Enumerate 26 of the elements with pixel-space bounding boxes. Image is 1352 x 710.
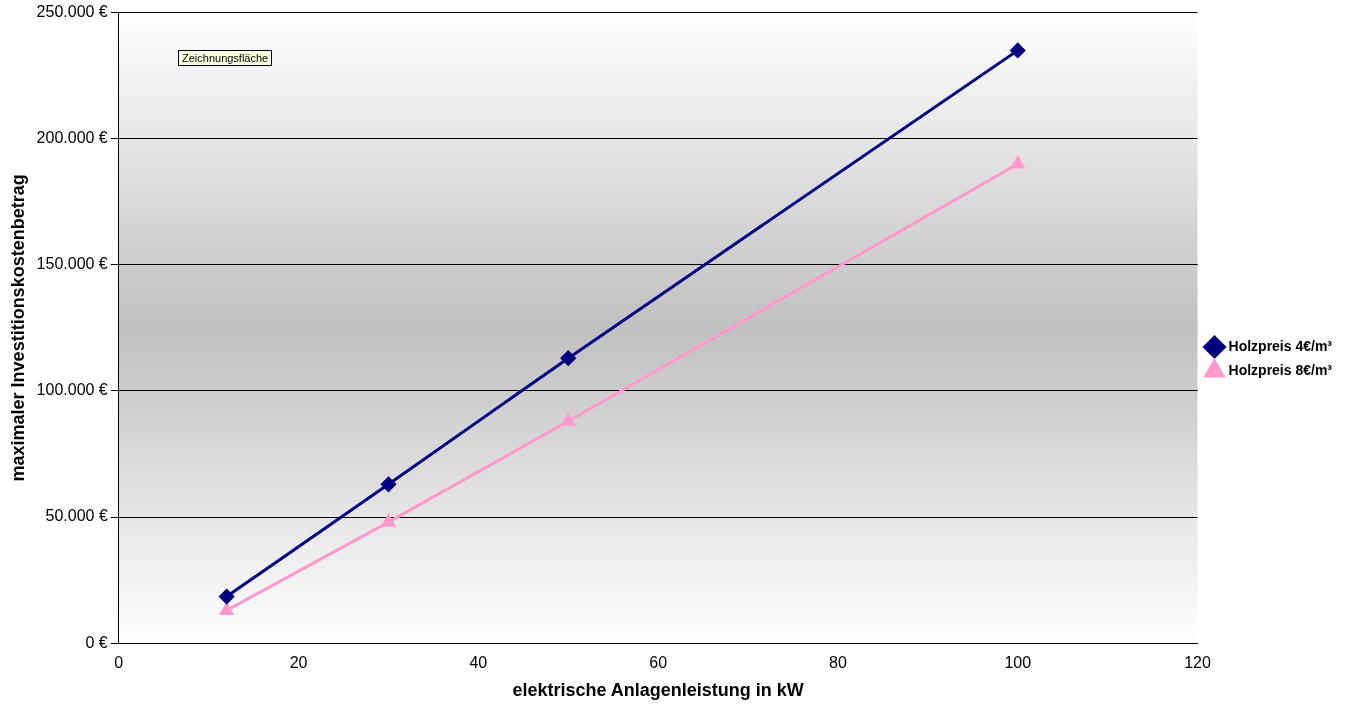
legend-label: Holzpreis 8€/m³ — [1228, 361, 1333, 378]
x-tick-label: 60 — [649, 654, 668, 672]
legend-label: Holzpreis 4€/m³ — [1228, 337, 1333, 354]
annotation: Zeichnungsfläche — [178, 50, 273, 66]
y-tick-label: 50.000 € — [45, 507, 108, 525]
point — [381, 514, 396, 527]
point — [1010, 42, 1026, 58]
y-tick-label: 100.000 € — [36, 381, 108, 399]
y-tick-label: 250.000 € — [36, 3, 108, 21]
x-tick-label: 100 — [1004, 654, 1032, 672]
point — [561, 413, 575, 426]
y-tick-label: 200.000 € — [36, 129, 108, 147]
point — [219, 589, 235, 605]
point — [1011, 156, 1025, 169]
y-tick-label: 0 € — [85, 633, 108, 651]
point — [219, 602, 234, 615]
y-axis-title: maximaler Investitionskostenbetrag — [7, 174, 28, 482]
x-tick-label: 80 — [829, 654, 847, 672]
point — [380, 476, 396, 492]
x-tick-label: 120 — [1184, 654, 1211, 672]
x-tick-label: 20 — [289, 654, 308, 672]
point — [560, 350, 576, 366]
x-tick-label: 0 — [114, 654, 124, 672]
x-axis-title: elektrische Anlagenleistung in kW — [512, 680, 804, 701]
y-tick-label: 150.000 € — [36, 255, 108, 273]
x-tick-label: 40 — [469, 654, 488, 672]
